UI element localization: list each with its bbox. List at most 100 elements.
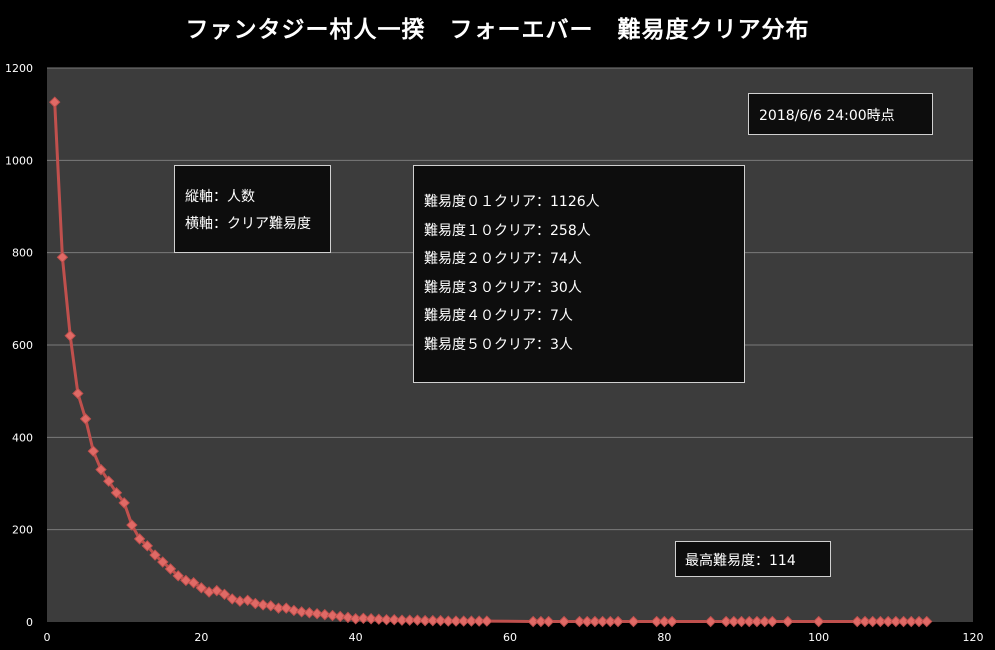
data-point [758, 615, 771, 628]
data-point [589, 615, 601, 628]
data-point [596, 615, 609, 628]
data-point [249, 597, 262, 610]
data-point [419, 614, 431, 627]
data-point [126, 519, 138, 531]
axis-note-vertical: 縦軸：人数 [185, 189, 255, 205]
data-point [427, 614, 439, 627]
data-point [218, 588, 231, 601]
data-point [735, 615, 748, 628]
chart-title: ファンタジー村人一揆 フォーエバー 難易度クリア分布 [185, 17, 810, 43]
data-point [720, 615, 732, 628]
data-point [95, 463, 107, 476]
data-point [913, 615, 925, 628]
data-point [751, 615, 763, 628]
data-point [434, 614, 447, 627]
data-point [890, 615, 902, 628]
data-point [211, 584, 223, 597]
data-point [319, 608, 331, 621]
data-point [64, 330, 76, 342]
data-point [141, 540, 154, 552]
timestamp-box: 2018/6/6 24:00時点 [748, 93, 933, 135]
summary-line: 難易度３０クリア：30人 [424, 279, 582, 296]
data-point [187, 577, 200, 589]
x-tick-label: 0 [44, 631, 51, 644]
data-point [473, 615, 485, 627]
data-point [704, 615, 717, 628]
data-point [882, 615, 894, 628]
data-point [342, 611, 354, 624]
data-point [905, 615, 917, 628]
data-point [388, 613, 400, 626]
data-point [288, 604, 300, 617]
data-point [851, 615, 863, 628]
y-tick-label: 200 [12, 524, 33, 537]
data-point [411, 614, 424, 626]
summary-line: 難易度５０クリア：3人 [424, 336, 573, 353]
data-point [49, 96, 61, 108]
data-point [357, 612, 370, 625]
y-tick-label: 800 [12, 247, 33, 260]
x-tick-label: 20 [194, 631, 208, 644]
timestamp-text: 2018/6/6 24:00時点 [759, 108, 895, 124]
summary-line: 難易度４０クリア：7人 [424, 308, 573, 325]
max-difficulty-box: 最高難易度：114 [675, 541, 831, 577]
data-point [666, 615, 678, 628]
data-point [658, 615, 671, 628]
data-point [558, 615, 570, 628]
data-point [782, 615, 794, 628]
data-point [257, 599, 269, 611]
data-point [535, 615, 547, 628]
data-point [87, 445, 100, 457]
y-tick-label: 0 [26, 616, 33, 629]
data-point [627, 615, 640, 628]
x-tick-label: 100 [808, 631, 829, 644]
data-point [118, 497, 130, 509]
x-tick-label: 40 [349, 631, 363, 644]
data-point [157, 556, 169, 568]
data-point [542, 615, 555, 628]
x-tick-label: 60 [503, 631, 517, 644]
data-point [334, 610, 346, 623]
summary-line: 難易度０１クリア：1126人 [424, 194, 600, 210]
data-point [866, 615, 879, 628]
data-point [373, 613, 385, 625]
data-point [527, 615, 539, 628]
data-point [920, 615, 933, 628]
max-difficulty-text: 最高難易度：114 [685, 553, 796, 569]
data-point [272, 602, 285, 614]
data-point [326, 609, 339, 622]
data-point [195, 582, 208, 594]
data-point [365, 613, 377, 625]
data-point [481, 615, 493, 627]
data-point [581, 615, 593, 628]
data-point [766, 615, 779, 628]
data-point [149, 549, 161, 561]
summary-line: 難易度２０クリア：74人 [424, 251, 582, 268]
data-point [573, 615, 586, 628]
data-point [450, 615, 462, 627]
data-point [103, 475, 115, 487]
data-point [743, 615, 755, 628]
y-tick-label: 600 [12, 339, 33, 352]
series-group [49, 96, 933, 628]
data-point [295, 606, 308, 618]
data-point [133, 533, 146, 545]
axis-note-horizontal: 横軸：クリア難易度 [185, 216, 311, 232]
data-point [172, 570, 184, 582]
data-point [311, 607, 323, 620]
data-point [812, 615, 825, 628]
y-tick-label: 1200 [5, 62, 33, 75]
data-point [79, 413, 92, 425]
data-point [380, 613, 393, 626]
x-tick-label: 80 [657, 631, 671, 644]
data-point [650, 615, 663, 628]
data-point [303, 607, 316, 619]
x-tick-label: 120 [963, 631, 984, 644]
data-point [442, 615, 454, 627]
summary-line: 難易度１０クリア：258人 [424, 222, 591, 239]
data-point [465, 615, 478, 627]
data-point [403, 614, 416, 626]
data-point [728, 615, 740, 628]
axis-ticks: 0 200 400 600 800 1000 1200 0 20 40 60 80 100 120 [5, 62, 984, 644]
data-point [72, 387, 84, 400]
